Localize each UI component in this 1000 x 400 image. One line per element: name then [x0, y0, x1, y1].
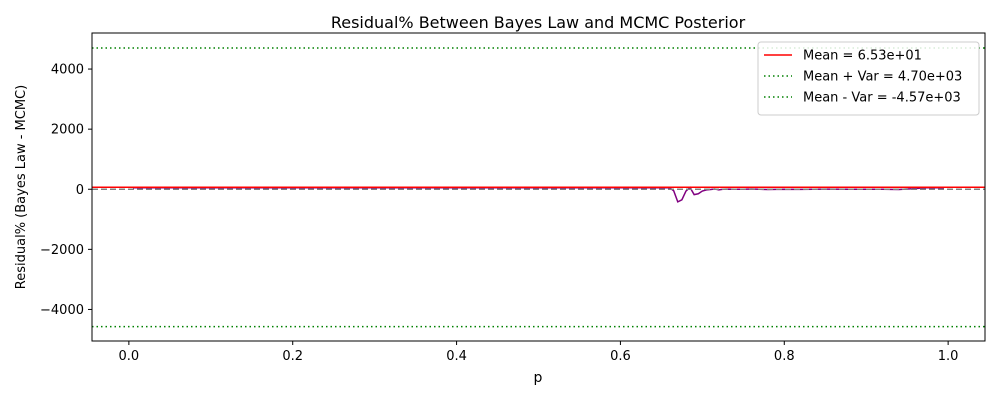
x-tick-label-0: 0.0: [119, 349, 140, 364]
chart-title: Residual% Between Bayes Law and MCMC Pos…: [331, 13, 746, 32]
x-tick-label-4: 0.8: [774, 349, 795, 364]
x-axis-ticks: 0.0 0.2 0.4 0.6 0.8 1.0: [119, 341, 959, 364]
legend-label-2: Mean - Var = -4.57e+03: [803, 91, 961, 106]
y-tick-label-3: 2000: [51, 123, 84, 138]
x-axis-label: p: [534, 370, 543, 386]
y-axis-ticks: −4000 −2000 0 2000 4000: [40, 63, 92, 318]
legend-box: [757, 41, 980, 116]
x-tick-label-1: 0.2: [282, 349, 303, 364]
x-tick-label-3: 0.6: [610, 349, 631, 364]
legend-label-0: Mean = 6.53e+01: [803, 49, 922, 64]
x-tick-label-2: 0.4: [446, 349, 467, 364]
y-tick-label-0: −4000: [40, 303, 84, 318]
legend-label-1: Mean + Var = 4.70e+03: [803, 70, 962, 85]
y-tick-label-4: 4000: [51, 63, 84, 78]
legend: Mean = 6.53e+01 Mean + Var = 4.70e+03 Mean…: [757, 41, 980, 116]
y-tick-label-1: −2000: [40, 243, 84, 258]
y-axis-label: Residual% (Bayes Law - MCMC): [14, 85, 29, 289]
plot-area: [92, 47, 985, 328]
plot-frame: [91, 32, 986, 342]
y-tick-label-2: 0: [76, 183, 84, 198]
x-tick-label-5: 1.0: [938, 349, 959, 364]
